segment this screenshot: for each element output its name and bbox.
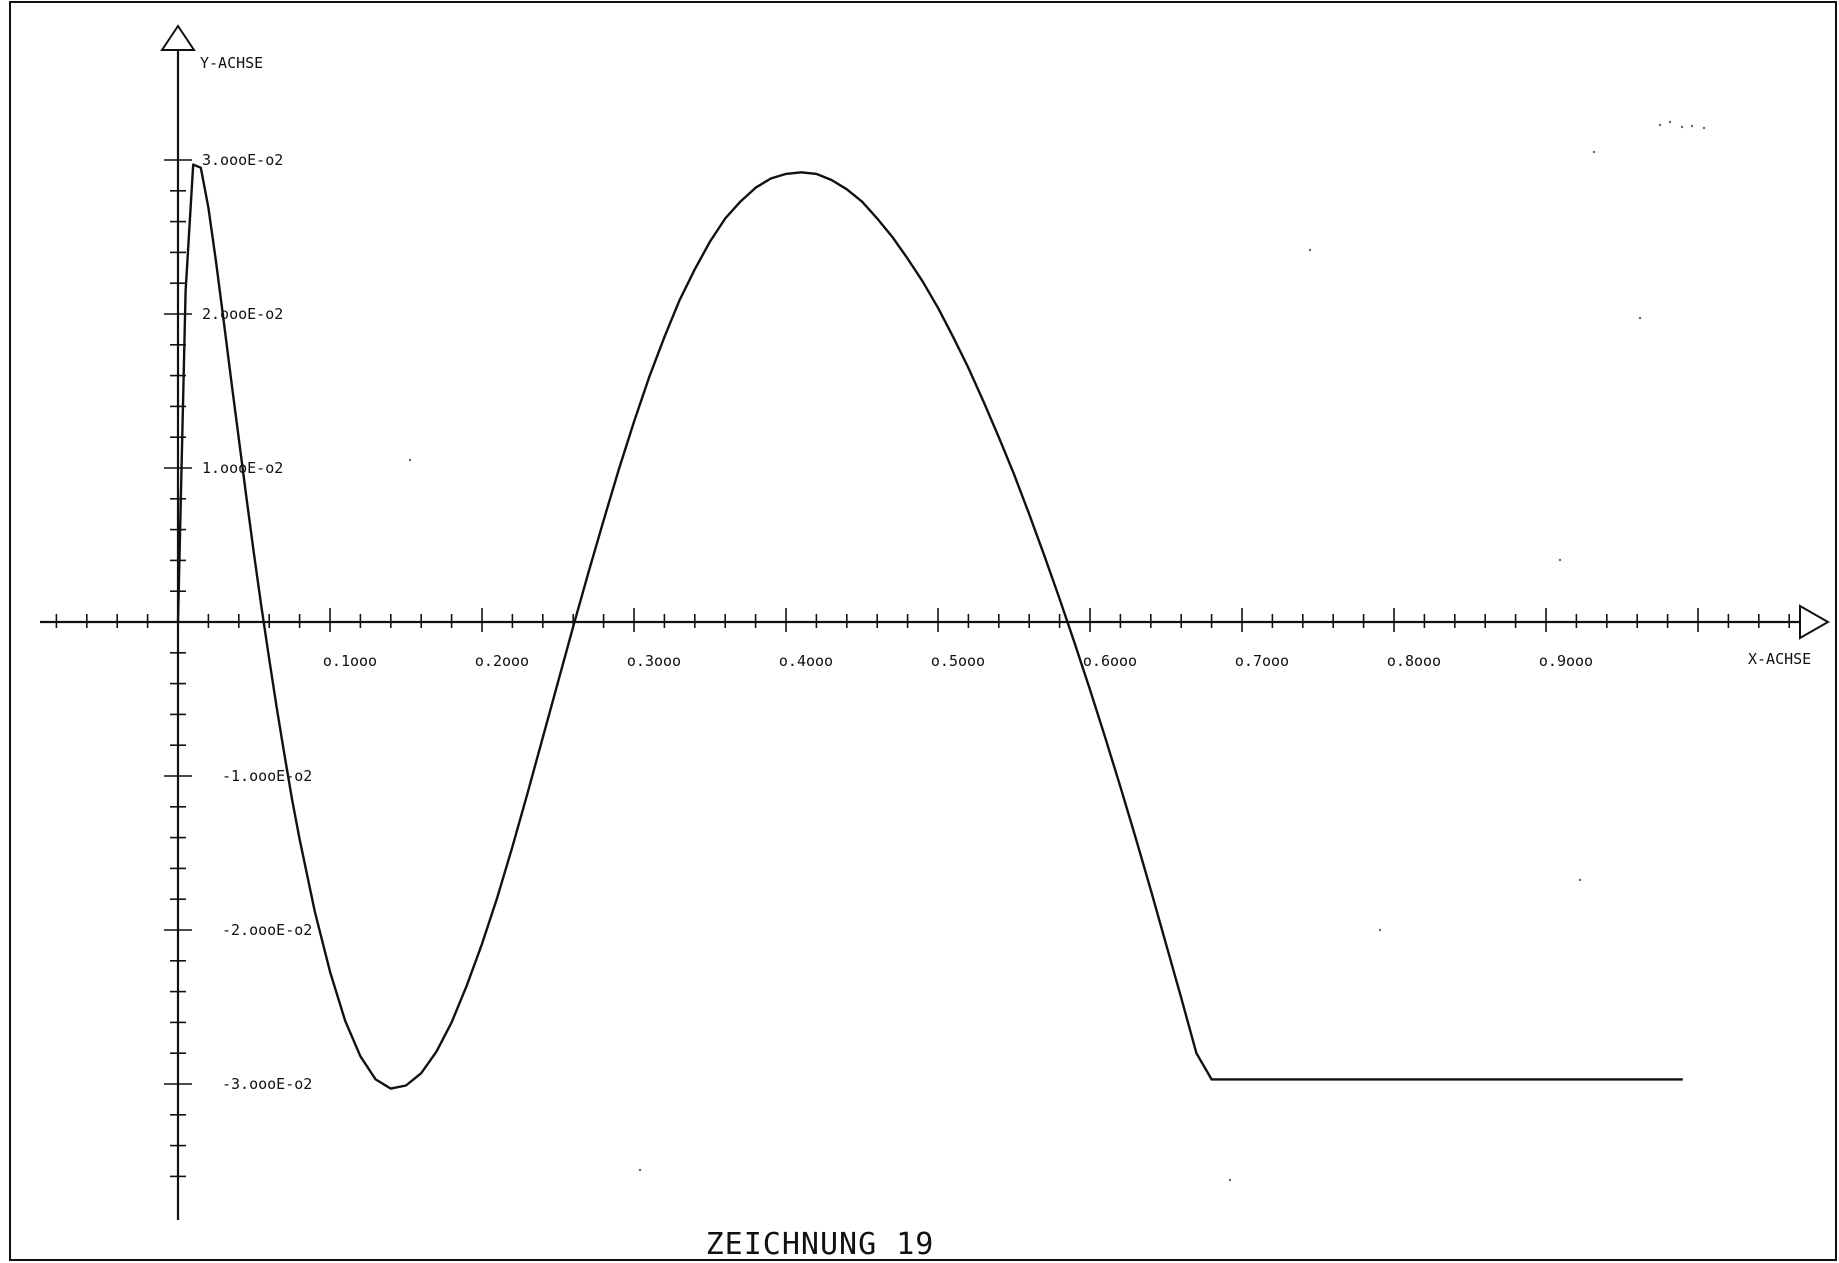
y-tick-label: -1.oooE-o2: [222, 767, 312, 785]
series-line: [176, 163, 1683, 1090]
page-frame: [9, 1, 1837, 1261]
ticks: [55, 159, 1790, 1178]
x-tick-label: o.7ooo: [1235, 652, 1289, 670]
scan-speck: [1308, 248, 1312, 252]
scan-speck: [1578, 878, 1582, 882]
scan-speck: [1378, 928, 1382, 932]
x-tick-label: o.4ooo: [779, 652, 833, 670]
scan-speck: [1690, 124, 1694, 128]
axes: [40, 24, 1831, 1220]
scan-speck: [1668, 120, 1672, 124]
x-axis-label: X-ACHSE: [1748, 650, 1811, 668]
scan-speck: [1228, 1178, 1232, 1182]
data-series: [176, 163, 1683, 1090]
scan-speck: [1558, 558, 1562, 562]
x-tick-label: o.3ooo: [627, 652, 681, 670]
scan-speck: [1592, 150, 1596, 154]
y-tick-label: -3.oooE-o2: [222, 1075, 312, 1093]
x-tick-label: o.1ooo: [323, 652, 377, 670]
x-tick-label: o.5ooo: [931, 652, 985, 670]
x-tick-label: o.8ooo: [1387, 652, 1441, 670]
scan-speck: [1658, 123, 1662, 127]
scan-speck: [638, 1168, 642, 1172]
y-axis-label: Y-ACHSE: [200, 54, 263, 72]
scan-speck: [1680, 125, 1684, 129]
x-tick-label: o.2ooo: [475, 652, 529, 670]
scan-speck: [408, 458, 412, 462]
chart-title: ZEICHNUNG 19: [706, 1227, 935, 1262]
y-tick-label: 3.oooE-o2: [202, 151, 283, 169]
x-tick-label: o.6ooo: [1083, 652, 1137, 670]
y-tick-label: -2.oooE-o2: [222, 921, 312, 939]
scan-speck: [1702, 126, 1706, 130]
x-axis-arrow: [1799, 604, 1831, 640]
y-tick-label: 2.oooE-o2: [202, 305, 283, 323]
scan-speck: [1638, 316, 1642, 320]
y-axis-arrow: [160, 24, 196, 51]
x-tick-label: o.9ooo: [1539, 652, 1593, 670]
